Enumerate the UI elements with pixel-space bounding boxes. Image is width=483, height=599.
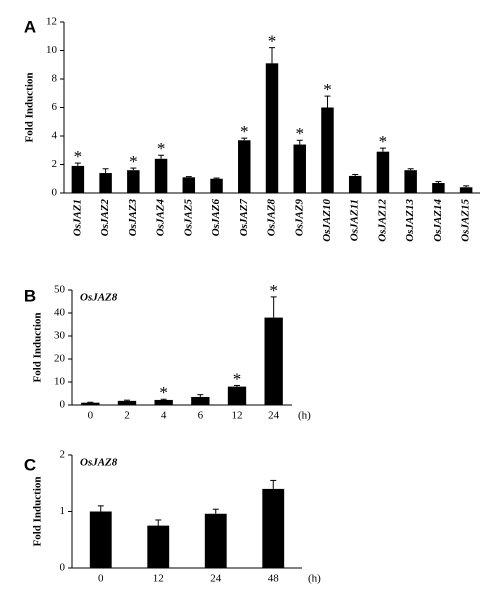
y-tick-label: 4 [52, 130, 58, 142]
x-tick-label: OsJAZ12 [376, 199, 388, 242]
panel-label: A [24, 17, 36, 36]
bar [264, 317, 283, 405]
x-tick-label: OsJAZ5 [182, 199, 194, 237]
y-tick-label: 8 [52, 73, 58, 85]
x-tick-label: 12 [153, 573, 164, 585]
x-tick-label: 0 [98, 573, 104, 585]
bar [89, 511, 112, 568]
y-tick-label: 0 [60, 562, 66, 574]
bar [204, 513, 227, 568]
y-tick-label: 6 [52, 101, 58, 113]
y-tick-label: 2 [52, 158, 58, 170]
significance-marker: * [233, 369, 242, 388]
bar [154, 399, 173, 405]
y-tick-label: 12 [46, 16, 57, 28]
bar [227, 386, 247, 405]
x-unit-label: (h) [298, 410, 311, 422]
x-tick-label: OsJAZ3 [127, 199, 139, 237]
x-tick-label: OsJAZ9 [293, 199, 305, 237]
significance-marker: * [240, 122, 249, 141]
bar [147, 525, 170, 568]
x-unit-label: (h) [308, 573, 321, 585]
significance-marker: * [323, 80, 332, 99]
significance-marker: * [129, 152, 138, 171]
significance-marker: * [159, 383, 168, 402]
bar [191, 396, 210, 405]
y-tick-label: 10 [46, 44, 58, 56]
x-tick-label: OsJAZ11 [349, 199, 361, 241]
x-tick-label: 0 [88, 410, 94, 422]
significance-marker: * [74, 147, 83, 166]
y-tick-label: 30 [54, 330, 66, 342]
significance-marker: * [379, 132, 388, 151]
bar [459, 187, 473, 193]
gene-label: OsJAZ8 [80, 457, 118, 469]
y-axis-label: Fold Induction [32, 477, 44, 547]
x-tick-label: 48 [268, 573, 280, 585]
y-tick-label: 0 [60, 399, 66, 411]
bar [154, 158, 168, 193]
x-tick-label: 12 [232, 410, 243, 422]
significance-marker: * [268, 32, 277, 51]
bar [117, 400, 137, 405]
bar [321, 107, 334, 193]
x-tick-label: OsJAZ1 [71, 199, 83, 236]
panel-label: C [24, 455, 36, 474]
bar [293, 144, 306, 193]
x-tick-label: OsJAZ2 [99, 199, 111, 237]
bar [238, 140, 251, 193]
y-tick-label: 50 [54, 284, 66, 296]
bar [81, 402, 100, 405]
significance-marker: * [157, 139, 166, 158]
bar [99, 173, 112, 193]
bar [432, 183, 445, 193]
y-tick-label: 10 [54, 376, 66, 388]
x-tick-label: 6 [198, 410, 204, 422]
bar [404, 170, 417, 193]
bar [348, 175, 362, 193]
x-tick-label: OsJAZ10 [321, 199, 333, 242]
gene-label: OsJAZ8 [80, 292, 118, 304]
y-tick-label: 1 [60, 505, 66, 517]
bar [262, 488, 285, 568]
bar [71, 165, 85, 193]
bar [182, 177, 196, 193]
bar [127, 170, 140, 193]
x-tick-label: OsJAZ4 [155, 199, 167, 237]
x-tick-label: 24 [268, 410, 280, 422]
y-tick-label: 0 [52, 187, 58, 199]
y-axis-label: Fold Induction [24, 73, 36, 143]
x-tick-label: OsJAZ13 [404, 199, 416, 242]
y-tick-label: 40 [54, 307, 66, 319]
significance-marker: * [269, 281, 278, 300]
x-tick-label: OsJAZ15 [460, 199, 472, 242]
x-tick-label: OsJAZ7 [238, 199, 250, 237]
significance-marker: * [295, 124, 304, 143]
panel-label: B [24, 286, 36, 305]
x-tick-label: 2 [124, 410, 130, 422]
y-tick-label: 2 [60, 449, 66, 461]
y-tick-label: 20 [54, 353, 66, 365]
x-tick-label: OsJAZ8 [266, 199, 278, 237]
y-axis-label: Fold Induction [32, 313, 44, 383]
x-tick-label: OsJAZ6 [210, 199, 222, 237]
x-tick-label: 4 [161, 410, 167, 422]
bar [376, 151, 390, 193]
bar [265, 63, 279, 194]
bar [210, 178, 223, 193]
x-tick-label: 24 [210, 573, 222, 585]
x-tick-label: OsJAZ14 [432, 199, 444, 242]
